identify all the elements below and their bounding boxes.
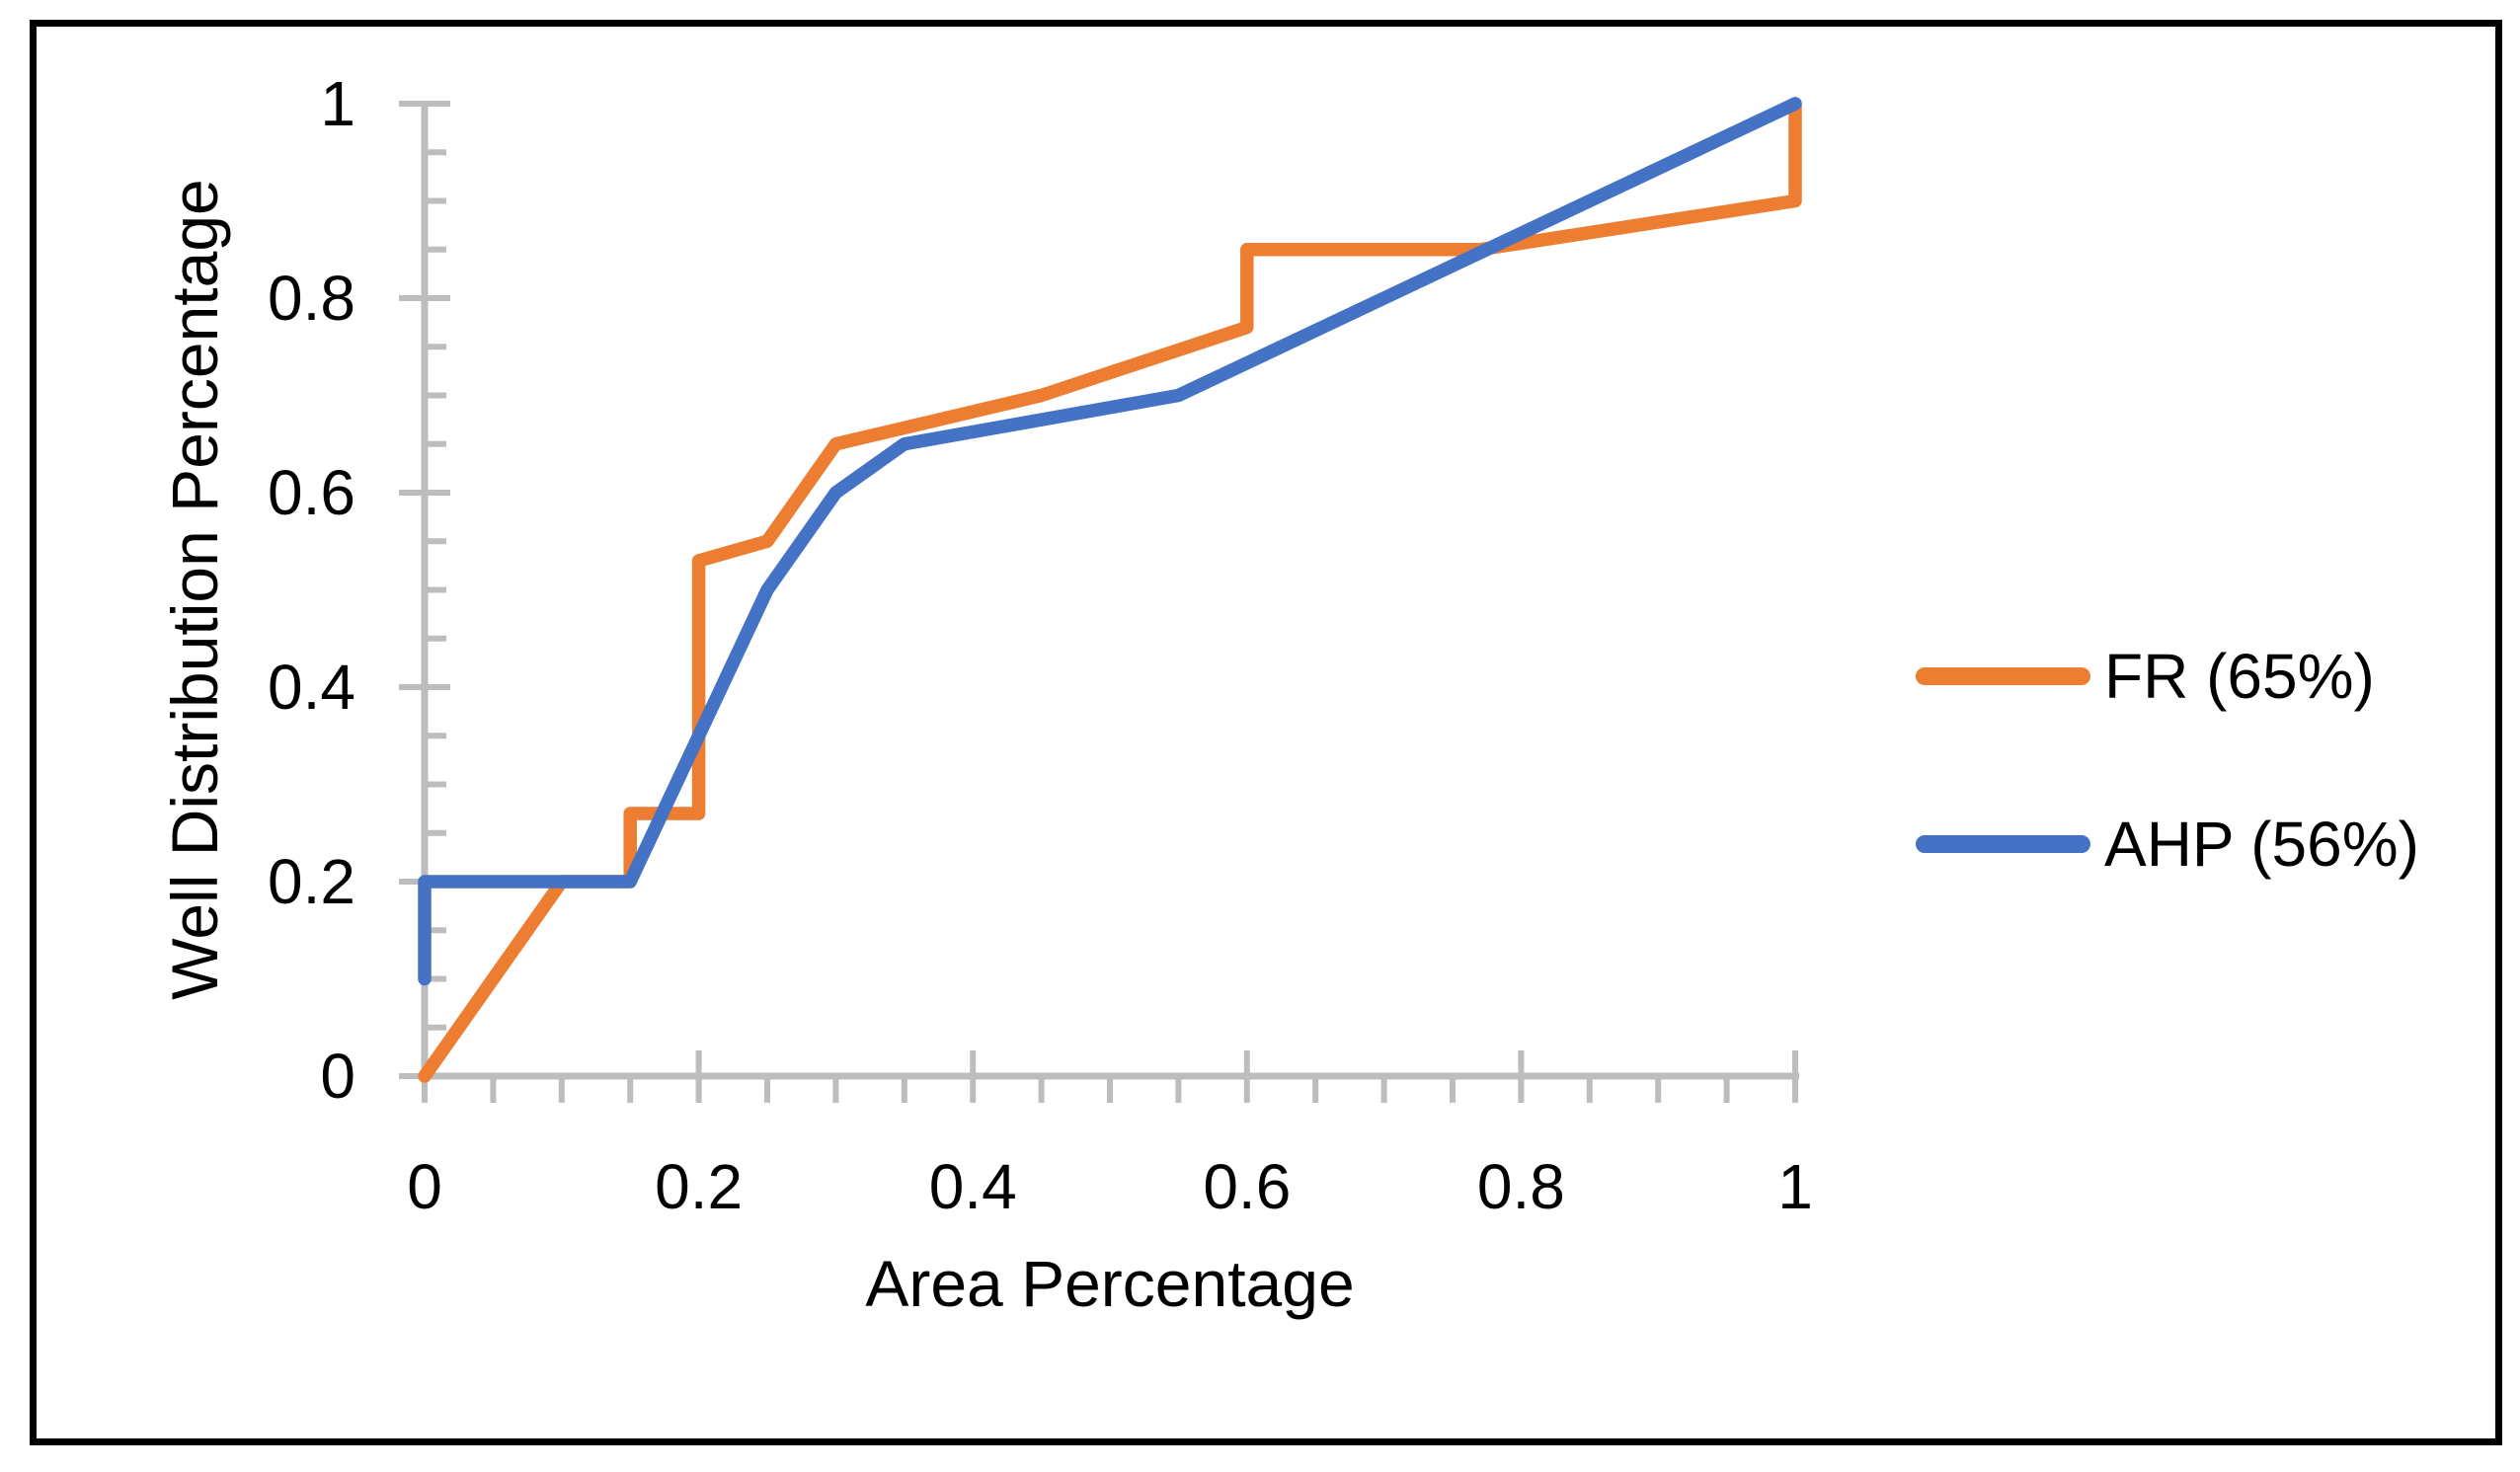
chart-outer-border bbox=[30, 20, 2502, 1445]
legend-label: FR (65%) bbox=[2104, 641, 2375, 712]
x-tick-label: 0.8 bbox=[1477, 1151, 1565, 1222]
legend-item: FR (65%) bbox=[1916, 622, 2419, 731]
x-tick-label: 0.6 bbox=[1203, 1151, 1291, 1222]
y-tick-label: 0.6 bbox=[268, 457, 355, 528]
y-tick-label: 0.2 bbox=[268, 846, 355, 917]
x-tick-label: 0.4 bbox=[929, 1151, 1017, 1222]
x-tick-label: 0 bbox=[407, 1151, 442, 1222]
legend: FR (65%) AHP (56%) bbox=[1916, 622, 2419, 898]
y-tick-label: 1 bbox=[320, 68, 355, 139]
y-tick-label: 0.4 bbox=[268, 652, 355, 723]
legend-label: AHP (56%) bbox=[2104, 809, 2419, 880]
y-axis-title: Well Distribution Percentage bbox=[158, 179, 231, 1000]
series-line-fr-65 bbox=[418, 97, 1802, 1083]
y-tick-label: 0 bbox=[320, 1041, 355, 1112]
legend-swatch bbox=[1916, 835, 2090, 853]
x-axis-title: Area Percentage bbox=[865, 1247, 1355, 1320]
x-tick-label: 0.2 bbox=[655, 1151, 743, 1222]
series-line-ahp-56 bbox=[418, 97, 1802, 986]
x-tick-label: 1 bbox=[1777, 1151, 1813, 1222]
legend-item: AHP (56%) bbox=[1916, 790, 2419, 898]
legend-swatch bbox=[1916, 667, 2090, 685]
y-tick-label: 0.8 bbox=[268, 263, 355, 334]
